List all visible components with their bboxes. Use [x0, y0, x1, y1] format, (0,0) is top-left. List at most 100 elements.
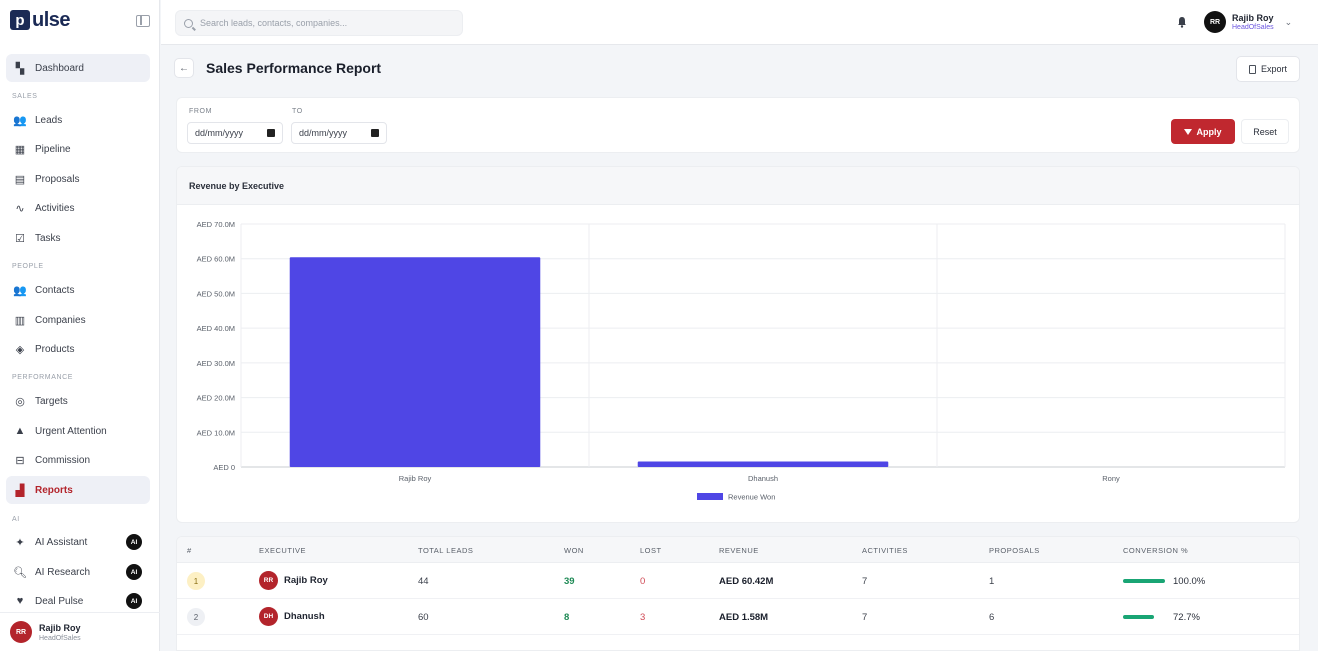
sidebar-item-label: Proposals: [35, 173, 80, 185]
logo-mark: p: [10, 10, 30, 30]
y-tick-label: AED 0: [213, 463, 235, 472]
sidebar-toggle-icon[interactable]: [136, 15, 150, 27]
table-row[interactable]: 1 RR Rajib Roy 44 39 0 AED 60.42M 7 1 10…: [177, 563, 1299, 599]
sidebar-item-activities[interactable]: ∿ Activities: [6, 194, 150, 222]
sidebar-item-tasks[interactable]: ☑ Tasks: [6, 224, 150, 252]
pulse-logo[interactable]: p ulse: [10, 8, 71, 31]
target-icon: ◎: [15, 395, 25, 408]
user-menu[interactable]: RR Rajib Roy HeadOfSales ⌄: [1204, 11, 1292, 33]
box-icon: ◈: [15, 343, 25, 356]
user-name: Rajib Roy: [1232, 13, 1274, 23]
sidebar-item-contacts[interactable]: 👥 Contacts: [6, 276, 150, 304]
user-name: Rajib Roy: [39, 622, 81, 633]
col-executive: EXECUTIVE: [259, 546, 307, 555]
col-lost: LOST: [640, 546, 662, 555]
chevron-down-icon: ⌄: [1284, 16, 1293, 27]
page-title: Sales Performance Report: [206, 60, 382, 76]
y-tick-label: AED 70.0M: [197, 220, 235, 229]
executive-name: Dhanush: [284, 611, 325, 622]
bell-icon[interactable]: [1176, 16, 1188, 28]
sidebar-item-companies[interactable]: ▥ Companies: [6, 306, 150, 334]
sidebar-item-leads[interactable]: 👥 Leads: [6, 106, 150, 134]
legend-swatch: [697, 493, 723, 500]
avatar: RR: [10, 621, 32, 643]
export-label: Export: [1260, 64, 1287, 74]
sidebar-item-pipeline[interactable]: ▦ Pipeline: [6, 135, 150, 163]
executive-name: Rajib Roy: [284, 575, 328, 586]
back-button[interactable]: ←: [174, 58, 194, 78]
export-button[interactable]: Export: [1236, 56, 1300, 82]
sidebar-item-commission[interactable]: ⊟ Commission: [6, 446, 150, 474]
calendar-icon[interactable]: [267, 129, 275, 137]
col-rank: #: [187, 546, 192, 555]
search-placeholder: Search leads, contacts, companies...: [200, 18, 348, 28]
ai-badge: AI: [126, 593, 142, 609]
document-icon: ▤: [14, 173, 26, 186]
sidebar-item-label: Activities: [35, 202, 75, 214]
sidebar-item-label: Dashboard: [35, 62, 84, 74]
total-leads: 44: [418, 576, 429, 587]
filter-icon: [1184, 128, 1193, 135]
sidebar-item-reports[interactable]: ▟ Reports: [6, 476, 150, 504]
from-date-input[interactable]: dd/mm/yyyy: [187, 122, 283, 144]
search-icon: [184, 18, 193, 28]
logo-text: ulse: [32, 8, 71, 31]
user-role: HeadOfSales: [1232, 24, 1274, 31]
sidebar-item-urgent-attention[interactable]: ▲ Urgent Attention: [6, 417, 150, 445]
sidebar-item-products[interactable]: ◈ Products: [6, 335, 150, 363]
revenue-bar-chart: AED 0 AED 10.0M AED 20.0M AED 30.0M AED 40.0…: [197, 220, 1286, 502]
sidebar-item-label: Companies: [35, 314, 86, 326]
x-tick-label: Dhanush: [748, 474, 778, 483]
activity-icon: ∿: [15, 202, 25, 215]
sidebar-item-label: AI Research: [35, 566, 91, 578]
user-role: HeadOfSales: [39, 634, 81, 642]
sidebar-item-ai-research[interactable]: 🔍︎ AI Research AI: [6, 558, 150, 586]
sidebar-item-label: AI Assistant: [35, 536, 88, 548]
apply-label: Apply: [1196, 126, 1222, 137]
tasks-icon: ☑: [15, 232, 25, 245]
table-row[interactable]: 2 DH Dhanush 60 8 3 AED 1.58M 7 6 72.7%: [177, 599, 1299, 635]
sidebar-item-dashboard[interactable]: ▚ Dashboard: [6, 54, 150, 82]
sidebar-item-ai-assistant[interactable]: ✦ AI Assistant AI: [6, 528, 150, 556]
y-tick-label: AED 10.0M: [197, 428, 235, 437]
rank-badge: 1: [187, 572, 205, 590]
bar-chart-icon: ▟: [15, 484, 25, 497]
reset-button[interactable]: Reset: [1241, 119, 1289, 144]
y-tick-label: AED 30.0M: [197, 359, 235, 368]
lost-count: 0: [640, 576, 646, 587]
dashboard-icon: ▚: [15, 62, 25, 75]
from-label: FROM: [189, 108, 213, 115]
sidebar-item-label: Urgent Attention: [35, 425, 107, 437]
to-date-value: dd/mm/yyyy: [299, 128, 348, 138]
avatar: RR: [259, 571, 278, 590]
revenue-value: AED 1.58M: [719, 612, 769, 623]
apply-button[interactable]: Apply: [1171, 119, 1235, 144]
proposals-count: 1: [989, 576, 995, 587]
lost-count: 3: [640, 612, 646, 623]
won-count: 8: [564, 612, 570, 623]
total-leads: 60: [418, 612, 429, 623]
ai-badge: AI: [126, 564, 142, 580]
chart-title: Revenue by Executive: [177, 167, 1299, 205]
sidebar-user[interactable]: RR Rajib Roy HeadOfSales: [0, 612, 160, 651]
sidebar-item-deal-pulse[interactable]: ♥ Deal Pulse AI: [6, 587, 150, 615]
file-icon: [1248, 64, 1256, 74]
sparkle-icon: ✦: [15, 536, 25, 549]
conversion-bar: [1123, 615, 1154, 619]
to-label: TO: [292, 108, 303, 115]
x-tick-label: Rajib Roy: [399, 474, 432, 483]
x-tick-label: Rony: [1102, 474, 1120, 483]
section-label-people: PEOPLE: [12, 263, 44, 270]
search-input[interactable]: Search leads, contacts, companies...: [175, 10, 463, 36]
calendar-icon[interactable]: [371, 129, 379, 137]
section-label-performance: PERFORMANCE: [12, 374, 74, 381]
conversion-value: 72.7%: [1173, 612, 1200, 623]
ai-badge: AI: [126, 534, 142, 550]
sidebar-item-label: Products: [35, 343, 75, 355]
sidebar-item-targets[interactable]: ◎ Targets: [6, 387, 150, 415]
col-conversion: CONVERSION %: [1123, 546, 1189, 555]
to-date-input[interactable]: dd/mm/yyyy: [291, 122, 387, 144]
y-tick-label: AED 50.0M: [197, 289, 235, 298]
sidebar-item-proposals[interactable]: ▤ Proposals: [6, 165, 150, 193]
magnifier-icon: 🔍︎: [13, 566, 27, 579]
